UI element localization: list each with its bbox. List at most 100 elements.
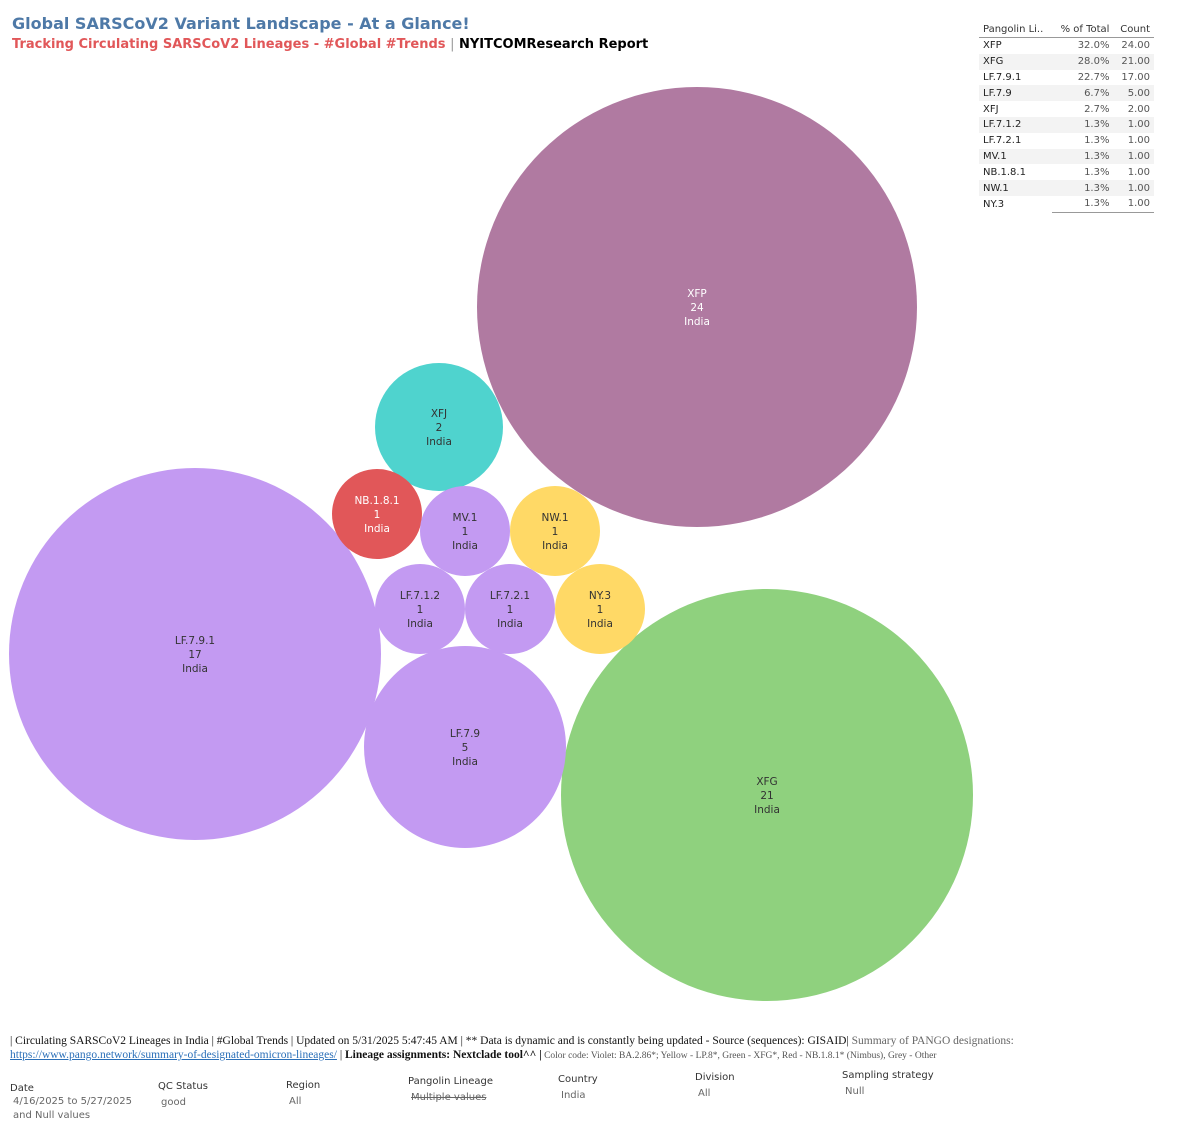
- bubble-lineage-label: NB.1.8.1: [354, 495, 399, 507]
- bubble-xfp[interactable]: XFP 24 India: [477, 87, 917, 527]
- cell-lineage: XFP: [983, 40, 1002, 52]
- bubble-country-label: India: [754, 804, 780, 816]
- cell-lineage: LF.7.1.2: [979, 116, 1053, 133]
- column-header-lineage[interactable]: Pangolin Li..: [979, 22, 1053, 38]
- bubble-count-label: 24: [690, 302, 704, 314]
- bubble-country-label: India: [364, 523, 390, 535]
- cell-lineage: LF.7.9: [979, 85, 1053, 102]
- filter-label: QC Status: [158, 1081, 208, 1092]
- cell-percent: 1.3%: [1052, 180, 1114, 196]
- cell-percent: 1.3%: [1052, 116, 1114, 133]
- filter-date[interactable]: Date 4/16/2025 to 5/27/2025 and Null val…: [10, 1083, 132, 1123]
- bubble-circle[interactable]: [420, 486, 510, 576]
- bubble-country-label: India: [426, 436, 452, 448]
- bubble-country-label: India: [497, 618, 523, 630]
- bubble-lineage-label: MV.1: [453, 512, 478, 524]
- cell-percent: 6.7%: [1052, 85, 1114, 102]
- filter-value: India: [561, 1090, 586, 1101]
- table-row: LF.7.9 6.7% 5.00: [979, 85, 1154, 102]
- bubble-ny-3[interactable]: NY.3 1 India: [555, 564, 645, 654]
- bubble-lf-7-1-2[interactable]: LF.7.1.2 1 India: [375, 564, 465, 654]
- bubble-xfg[interactable]: XFG 21 India: [561, 589, 973, 1001]
- bubble-lineage-label: LF.7.2.1: [490, 590, 530, 602]
- bubble-circle[interactable]: [477, 87, 917, 527]
- bubble-nw-1[interactable]: NW.1 1 India: [510, 486, 600, 576]
- bubble-lineage-label: XFG: [756, 776, 777, 788]
- table-row: XFP 32.0% 24.00: [979, 38, 1154, 54]
- filter-value: Null: [845, 1086, 865, 1097]
- bubble-circle[interactable]: [375, 363, 503, 491]
- filter-division[interactable]: Division All: [695, 1072, 735, 1101]
- bubble-lineage-label: LF.7.1.2: [400, 590, 440, 602]
- footer-color-code: Color code: Violet: BA.2.86*; Yellow - L…: [541, 1051, 937, 1061]
- bubble-count-label: 1: [462, 526, 469, 538]
- cell-percent: 1.3%: [1084, 166, 1110, 178]
- pango-link[interactable]: https://www.pango.network/summary-of-des…: [10, 1049, 337, 1061]
- bubble-circle[interactable]: [555, 564, 645, 654]
- table-row: XFG 28.0% 21.00: [979, 53, 1154, 70]
- bubble-lf-7-9-1[interactable]: LF.7.9.1 17 India: [9, 468, 381, 840]
- cell-count: 1.00: [1113, 148, 1154, 165]
- footer-caption: | Circulating SARSCoV2 Lineages in India…: [10, 1034, 1190, 1063]
- bubble-lf-7-9[interactable]: LF.7.9 5 India: [364, 646, 566, 848]
- column-header-count[interactable]: Count: [1113, 22, 1154, 38]
- bubble-count-label: 1: [417, 604, 424, 616]
- cell-count: 1.00: [1113, 116, 1154, 133]
- table-row: NW.1 1.3% 1.00: [979, 180, 1154, 196]
- cell-lineage: XFG: [979, 53, 1053, 70]
- footer-link-separator: |: [336, 1049, 345, 1061]
- cell-percent: 2.7%: [1084, 103, 1110, 115]
- bubble-lf-7-2-1[interactable]: LF.7.2.1 1 India: [465, 564, 555, 654]
- bubble-xfj[interactable]: XFJ 2 India: [375, 363, 503, 491]
- filter-label: Region: [286, 1080, 321, 1091]
- cell-count: 24.00: [1121, 40, 1150, 52]
- bubble-count-label: 1: [374, 509, 381, 521]
- filter-sampling-strategy[interactable]: Sampling strategy Null: [842, 1070, 934, 1099]
- subtitle-separator: |: [450, 37, 455, 52]
- cell-count: 1.00: [1113, 195, 1154, 213]
- footer-source-text: | Circulating SARSCoV2 Lineages in India…: [10, 1035, 849, 1047]
- table-row: MV.1 1.3% 1.00: [979, 148, 1154, 165]
- bubble-circle[interactable]: [364, 646, 566, 848]
- bubble-circle[interactable]: [9, 468, 381, 840]
- bubble-circle[interactable]: [465, 564, 555, 654]
- bubble-mv-1[interactable]: MV.1 1 India: [420, 486, 510, 576]
- filter-value-secondary: and Null values: [13, 1110, 91, 1121]
- table-row: LF.7.9.1 22.7% 17.00: [979, 70, 1154, 86]
- bubble-country-label: India: [182, 663, 208, 675]
- bubble-circle[interactable]: [510, 486, 600, 576]
- filter-value: Multiple values: [411, 1092, 487, 1103]
- filter-qc-status[interactable]: QC Status good: [158, 1081, 208, 1110]
- footer-pango-summary: Summary of PANGO designations:: [848, 1035, 1014, 1047]
- lineage-summary-table: Pangolin Li.. % of Total Count XFP 32.0% 2…: [979, 22, 1154, 213]
- column-header-percent[interactable]: % of Total: [1052, 22, 1114, 38]
- bubble-country-label: India: [542, 540, 568, 552]
- footer-nextclade: Lineage assignments: Nextclade tool^^ |: [345, 1049, 542, 1061]
- bubble-country-label: India: [684, 316, 710, 328]
- bubble-count-label: 2: [436, 422, 443, 434]
- bubble-circle[interactable]: [561, 589, 973, 1001]
- bubble-circle[interactable]: [332, 469, 422, 559]
- footer-line-2: https://www.pango.network/summary-of-des…: [10, 1048, 1190, 1063]
- filter-label: Division: [695, 1072, 735, 1083]
- bubble-lineage-label: NY.3: [589, 590, 611, 602]
- filter-value: good: [161, 1097, 186, 1108]
- cell-lineage: LF.7.2.1: [983, 135, 1022, 147]
- bubble-count-label: 1: [507, 604, 514, 616]
- bubble-circle[interactable]: [375, 564, 465, 654]
- filter-region[interactable]: Region All: [286, 1080, 320, 1109]
- cell-percent: 28.0%: [1052, 53, 1114, 70]
- bubble-nb-1-8-1[interactable]: NB.1.8.1 1 India: [332, 469, 422, 559]
- filter-pangolin-lineage[interactable]: Pangolin Lineage Multiple values: [408, 1076, 493, 1105]
- bubble-lineage-label: XFJ: [431, 408, 447, 420]
- footer-line-1: | Circulating SARSCoV2 Lineages in India…: [10, 1034, 1190, 1048]
- filter-country[interactable]: Country India: [558, 1074, 598, 1103]
- cell-count: 21.00: [1113, 53, 1154, 70]
- cell-lineage: NW.1: [979, 180, 1053, 196]
- cell-lineage: XFJ: [983, 103, 999, 115]
- table-row: LF.7.1.2 1.3% 1.00: [979, 116, 1154, 133]
- cell-lineage: NB.1.8.1: [983, 166, 1026, 178]
- page-subtitle: Tracking Circulating SARSCoV2 Lineages -…: [12, 37, 648, 52]
- cell-percent: 32.0%: [1077, 40, 1110, 52]
- bubble-chart[interactable]: XFP24IndiaXFG21IndiaLF.7.9.117IndiaLF.7.…: [0, 0, 1200, 1030]
